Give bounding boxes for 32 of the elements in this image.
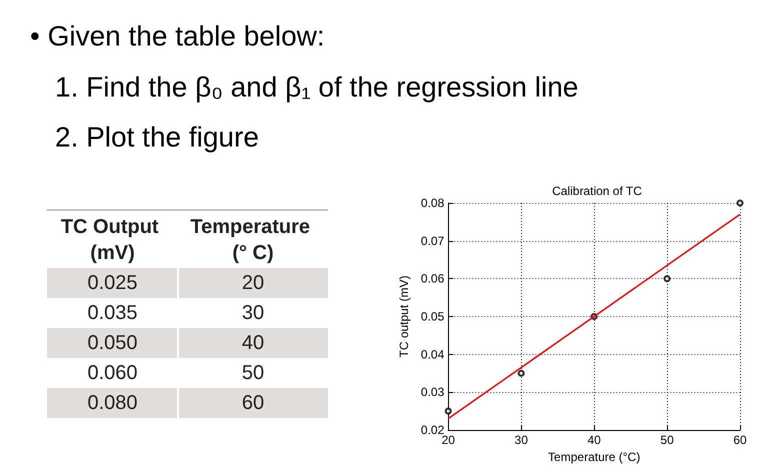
- y-tick-label: 0.06: [420, 272, 445, 286]
- text: TC Output (mV): [60, 216, 164, 264]
- point: [736, 200, 744, 206]
- y-tick-label: 0.05: [420, 310, 445, 324]
- text: 1. Find the β₀ and β₁ of the regression line: [55, 72, 578, 102]
- text: 30: [242, 302, 264, 324]
- y-tick-label: 0.03: [420, 385, 445, 400]
- x-tick-label: 40: [587, 433, 602, 447]
- x-tick-label: 60: [733, 433, 747, 447]
- point: [444, 408, 452, 415]
- text: 60: [242, 392, 264, 414]
- y-tick-label: 0.07: [420, 234, 445, 248]
- y-tick-label: 0.04: [420, 347, 445, 362]
- text: 0.080: [87, 392, 138, 414]
- y-axis-title: TC output (mV): [397, 275, 411, 358]
- y-tick-label: 0.08: [420, 196, 445, 210]
- x-axis-title: Temperature (°C): [548, 450, 640, 464]
- text: • Given the table below:: [30, 20, 325, 52]
- text: 0.035: [87, 302, 138, 324]
- point: [664, 275, 671, 282]
- text: 2. Plot the figure: [55, 122, 259, 152]
- text: 40: [242, 332, 264, 354]
- x-tick-label: 50: [660, 433, 674, 447]
- text: 0.050: [87, 332, 138, 354]
- text: 20: [242, 272, 264, 294]
- point: [518, 370, 525, 377]
- chart-title: Calibration of TC: [552, 184, 642, 198]
- text: 0.025: [87, 272, 138, 294]
- x-tick-label: 30: [514, 433, 528, 447]
- text: Temperature (° C): [190, 216, 316, 264]
- text: 50: [242, 362, 264, 384]
- text: 0.060: [87, 362, 138, 384]
